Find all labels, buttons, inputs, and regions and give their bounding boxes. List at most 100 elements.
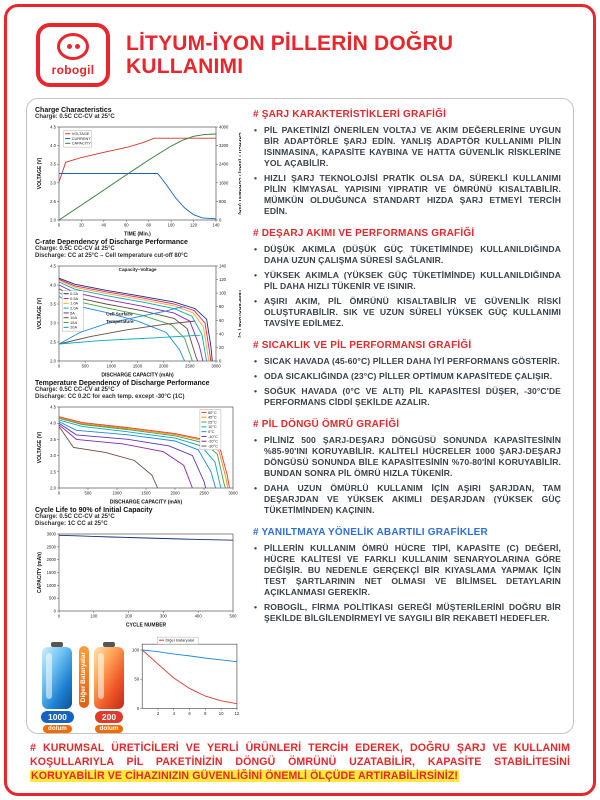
svg-text:TIME (Min.): TIME (Min.) (124, 232, 151, 238)
svg-text:120: 120 (190, 223, 198, 228)
section-heading: # SICAKLIK VE PİL PERFORMANSI GRAFİĞİ (253, 340, 472, 352)
svg-text:40: 40 (219, 331, 224, 336)
svg-text:Temperature: Temperature (106, 319, 134, 324)
bullet-item: DÜŞÜK AKIMLA (DÜŞÜK GÜÇ TÜKETİMİNDE) KUL… (253, 244, 561, 266)
svg-text:DISCHARGE CAPACITY (mAh): DISCHARGE CAPACITY (mAh) (101, 372, 174, 378)
svg-text:40: 40 (102, 223, 107, 228)
chart-subtitle: Discharge: 1C CC at 25°C (35, 520, 108, 527)
bullet-item: DAHA UZUN ÖMÜRLÜ KULLANIM İÇİN AŞIRI ŞAR… (253, 483, 561, 516)
svg-text:2.0: 2.0 (50, 485, 56, 490)
svg-text:12: 12 (235, 710, 240, 715)
svg-text:3.0: 3.0 (50, 453, 56, 458)
svg-text:VOLTAGE (V): VOLTAGE (V) (37, 431, 43, 463)
svg-text:500: 500 (49, 595, 57, 600)
footer-text: # KURUMSAL ÜRETİCİLERİ VE YERLİ ÜRÜNLERİ… (30, 742, 570, 784)
chart-cycle-life: Cycle Life to 90% of Initial Capacity Ch… (35, 507, 241, 628)
svg-text:VOLTAGE (V): VOLTAGE (V) (37, 297, 43, 329)
logo-dot-icon (66, 44, 72, 50)
svg-text:3200: 3200 (219, 143, 229, 148)
svg-text:400: 400 (195, 613, 203, 618)
svg-text:Diğer Bataryalar: Diğer Bataryalar (166, 637, 195, 642)
svg-text:500: 500 (85, 490, 93, 495)
svg-text:60: 60 (124, 223, 129, 228)
chart-subtitle: Discharge: CC 0.2C for each temp. except… (35, 393, 185, 400)
svg-text:2000: 2000 (159, 363, 169, 368)
svg-text:0°C: 0°C (208, 429, 215, 434)
blue-battery-icon (42, 647, 73, 710)
svg-text:2.0A: 2.0A (70, 305, 78, 310)
svg-text:0: 0 (58, 363, 61, 368)
chart-title: Charge Characteristics (35, 107, 112, 115)
svg-text:CAPACITY (mAh): CAPACITY (mAh) (37, 551, 43, 592)
svg-text:1000: 1000 (107, 363, 117, 368)
svg-text:4000: 4000 (219, 125, 229, 130)
svg-text:3.0: 3.0 (50, 320, 56, 325)
other-battery-group: 200 dolum (94, 647, 124, 734)
section-misleading-charts: # YANILTMAYA YÖNELİK ABARTILI GRAFİKLER … (253, 527, 561, 624)
svg-text:100: 100 (90, 613, 98, 618)
svg-text:3.5: 3.5 (50, 437, 56, 442)
robogil-battery-group: 1000 dolum (41, 647, 74, 734)
bullet-item: AŞIRI AKIM, PİL ÖMRÜNÜ KISALTABİLİR VE G… (253, 296, 561, 329)
svg-text:20A: 20A (70, 325, 77, 330)
chart-title: C-rate Dependency of Discharge Performan… (35, 239, 188, 247)
svg-text:4.5: 4.5 (50, 404, 56, 409)
chart-title: Cycle Life to 90% of Initial Capacity (35, 506, 153, 514)
battery-shine (46, 653, 53, 700)
svg-text:2400: 2400 (219, 162, 229, 167)
svg-text:3.5: 3.5 (50, 162, 56, 167)
section-cycle-life: # PİL DÖNGÜ ÖMRÜ GRAFİĞİ PİLİNİZ 500 ŞAR… (253, 419, 561, 516)
svg-text:10A: 10A (70, 315, 77, 320)
svg-text:15A: 15A (70, 320, 77, 325)
svg-text:0.2A: 0.2A (70, 291, 78, 296)
section-heading: # PİL DÖNGÜ ÖMRÜ GRAFİĞİ (253, 419, 400, 431)
chart-subtitle: Charge: 0.5C CC-CV at 25°C (35, 246, 115, 253)
svg-text:0: 0 (137, 705, 140, 710)
svg-text:80: 80 (146, 223, 151, 228)
chart-plot-area: 0 20 40 60 80 100 120 140 2.0 2.5 3.0 3.5 4.0 4.5 0 800… (35, 121, 241, 238)
svg-text:CURRENT: CURRENT (72, 136, 92, 141)
chart-subtitle: Charge: 0.5C CC-CV at 25°C (35, 114, 115, 121)
svg-text:100: 100 (219, 291, 227, 296)
chart-plot-area: 0 500 1000 1500 2000 2500 3000 2.0 2.5 3.0 3.5 4.0 4… (35, 260, 241, 378)
cycle-unit-badge: dolum (43, 725, 72, 734)
svg-text:0: 0 (58, 613, 61, 618)
svg-text:2: 2 (157, 710, 160, 715)
svg-text:60: 60 (219, 318, 224, 323)
mini-comparison-chart: 2 4 6 8 10 12 0 50 100 Diğer Bataryalar (129, 634, 241, 722)
bullet-item: PİLLERİN KULLANIM ÖMRÜ HÜCRE TİPİ, KAPAS… (253, 543, 561, 598)
svg-text:4.0: 4.0 (50, 143, 56, 148)
svg-text:45°C: 45°C (208, 414, 217, 419)
svg-text:120: 120 (219, 277, 227, 282)
battery-shine (98, 653, 104, 700)
svg-text:100: 100 (132, 647, 140, 652)
svg-text:3000: 3000 (228, 490, 238, 495)
svg-text:Capacity–Voltage: Capacity–Voltage (119, 267, 157, 272)
logo-dot-icon (74, 44, 80, 50)
svg-text:3.0: 3.0 (50, 181, 56, 186)
cycle-count-badge: 200 (94, 711, 124, 724)
robogil-logo: robogil (36, 23, 110, 88)
svg-text:140: 140 (213, 223, 221, 228)
svg-text:4.0: 4.0 (50, 420, 56, 425)
bullet-item: PİLİNİZ 500 ŞARJ-DEŞARJ DÖNGÜSÜ SONUNDA … (253, 435, 561, 479)
cycle-unit-badge: dolum (94, 725, 124, 734)
cycle-count-badge: 1000 (41, 711, 74, 724)
svg-text:0.5A: 0.5A (70, 296, 78, 301)
bullet-item: PİL PAKETİNİZİ ÖNERİLEN VOLTAJ VE AKIM D… (253, 125, 561, 169)
svg-text:2000: 2000 (170, 490, 180, 495)
svg-text:0: 0 (219, 358, 222, 363)
section-charge-characteristics: # ŞARJ KARAKTERİSTİKLERİ GRAFİĞİ PİL PAK… (253, 109, 561, 217)
svg-text:6: 6 (188, 710, 191, 715)
svg-text:2000: 2000 (47, 557, 57, 562)
svg-text:25°C: 25°C (208, 419, 217, 424)
logo-text: robogil (51, 63, 95, 78)
chart-subtitle: Discharge: CC at 25°C – Cell temperature… (35, 253, 188, 260)
content-box: Charge Characteristics Charge: 0.5C CC-C… (26, 98, 574, 735)
svg-text:0: 0 (54, 608, 57, 613)
svg-text:DISCHARGE CAPACITY (mAh): DISCHARGE CAPACITY (mAh) (110, 499, 183, 505)
svg-text:VOLTAGE: VOLTAGE (72, 131, 90, 136)
svg-text:TEMPERATURE (°C): TEMPERATURE (°C) (237, 289, 241, 337)
chart-plot-area: 0 500 1000 1500 2000 2500 3000 2.0 2.5 3.0 3.5 4.0 4… (35, 401, 241, 505)
section-heading: # ŞARJ KARAKTERİSTİKLERİ GRAFİĞİ (253, 109, 447, 121)
